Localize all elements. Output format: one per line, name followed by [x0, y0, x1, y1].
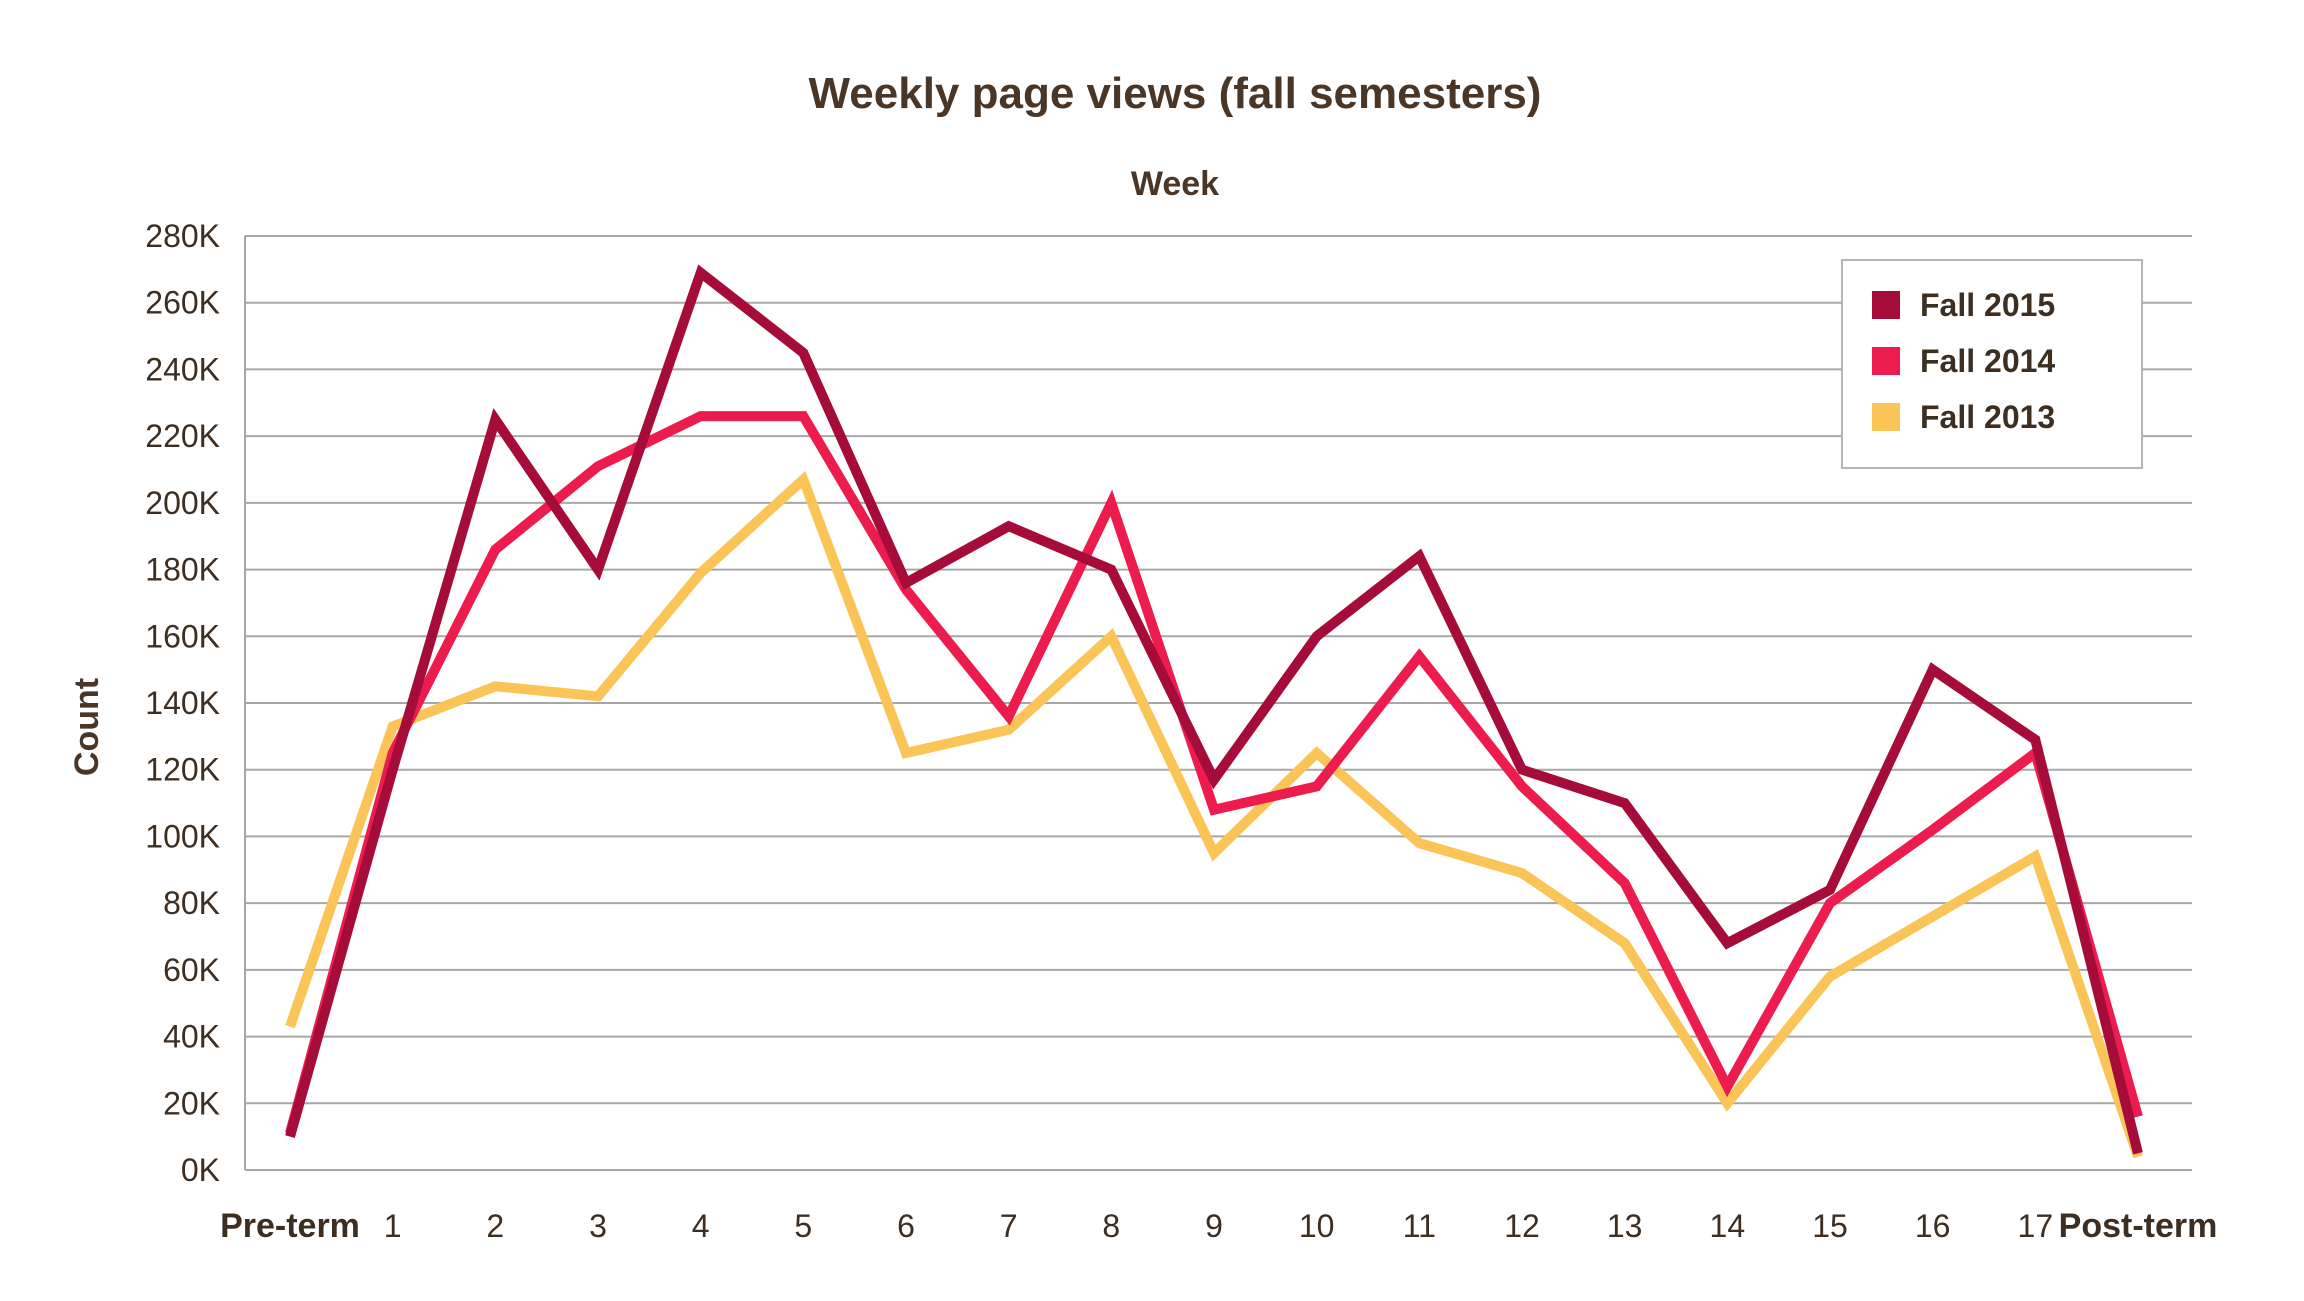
legend-swatch — [1872, 291, 1900, 319]
legend-swatch — [1872, 403, 1900, 431]
y-tick-label: 240K — [145, 351, 220, 387]
x-tick-label: 16 — [1915, 1208, 1951, 1244]
legend-swatch — [1872, 347, 1900, 375]
x-tick-label: 3 — [589, 1208, 607, 1244]
legend-label: Fall 2015 — [1920, 287, 2055, 323]
y-tick-label: 0K — [181, 1152, 220, 1188]
x-tick-label: 15 — [1812, 1208, 1848, 1244]
legend-label: Fall 2013 — [1920, 399, 2055, 435]
x-tick-label: Post-term — [2059, 1207, 2218, 1245]
legend: Fall 2015 Fall 2014 Fall 2013 — [1841, 259, 2143, 469]
series-line-fall-2014 — [285, 411, 2143, 1135]
y-axis-ticks: 0K 20K 40K 60K 80K 100K 120K 140K 160K 180K 200K 22… — [145, 218, 220, 1188]
x-tick-label: 4 — [692, 1208, 710, 1244]
legend-label: Fall 2014 — [1920, 343, 2055, 379]
x-axis-ticks: Pre-term 1 2 3 4 5 6 7 8 9 10 11 12 13 14 15 16 17 Post-te… — [220, 1207, 2217, 1245]
x-tick-label: 6 — [897, 1208, 915, 1244]
x-tick-label: 9 — [1205, 1208, 1223, 1244]
y-axis-title: Count — [68, 678, 106, 776]
x-tick-label: Pre-term — [220, 1207, 360, 1245]
x-axis-title: Week — [1131, 165, 1219, 203]
y-tick-label: 220K — [145, 418, 220, 454]
x-tick-label: 10 — [1299, 1208, 1335, 1244]
y-tick-label: 40K — [163, 1019, 220, 1055]
x-tick-label: 13 — [1607, 1208, 1643, 1244]
y-tick-label: 20K — [163, 1085, 220, 1121]
y-tick-label: 180K — [145, 552, 220, 588]
y-tick-label: 140K — [145, 685, 220, 721]
x-tick-label: 2 — [486, 1208, 504, 1244]
chart-title: Weekly page views (fall semesters) — [809, 69, 1542, 118]
x-tick-label: 7 — [1000, 1208, 1018, 1244]
y-tick-label: 200K — [145, 485, 220, 521]
x-tick-label: 14 — [1710, 1208, 1746, 1244]
y-tick-label: 260K — [145, 285, 220, 321]
x-tick-label: 5 — [794, 1208, 812, 1244]
x-tick-label: 11 — [1403, 1208, 1436, 1244]
y-tick-label: 80K — [163, 885, 220, 921]
y-tick-label: 100K — [145, 818, 220, 854]
x-tick-label: 12 — [1504, 1208, 1540, 1244]
series-line-fall-2013 — [285, 470, 2143, 1159]
x-tick-label: 17 — [2018, 1208, 2054, 1244]
x-tick-label: 1 — [384, 1208, 402, 1244]
y-tick-label: 160K — [145, 618, 220, 654]
series-line-fall-2015 — [285, 264, 2143, 1155]
series-lines — [285, 264, 2143, 1159]
y-tick-label: 60K — [163, 952, 220, 988]
x-tick-label: 8 — [1102, 1208, 1120, 1244]
y-tick-label: 280K — [145, 218, 220, 254]
y-tick-label: 120K — [145, 752, 220, 788]
